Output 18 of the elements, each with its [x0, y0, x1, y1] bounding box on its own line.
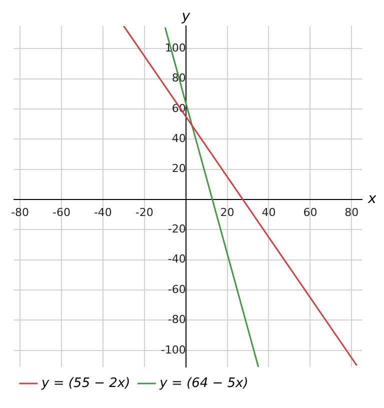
- y-tick-label: 20: [172, 162, 186, 176]
- x-tick-label: 20: [220, 206, 234, 219]
- legend-label: y = (64 − 5x): [158, 376, 248, 391]
- y-tick-label: -100: [160, 343, 186, 356]
- x-tick-label: -80: [11, 206, 30, 219]
- y-tick-label: -80: [168, 313, 186, 326]
- x-tick-label: -40: [94, 206, 112, 219]
- x-tick-label: -60: [52, 206, 70, 219]
- y-tick-label: -40: [168, 252, 186, 266]
- legend-label: y = (55 − 2x): [40, 376, 130, 391]
- x-tick-label: 80: [344, 206, 359, 219]
- y-tick-label: -60: [168, 282, 186, 296]
- y-tick-label: -20: [168, 222, 186, 236]
- y-axis-title: y: [180, 8, 191, 25]
- y-tick-label: 40: [172, 132, 186, 146]
- x-tick-label: 40: [262, 206, 276, 219]
- x-tick-label: 60: [303, 206, 318, 219]
- x-tick-label: -20: [135, 206, 154, 219]
